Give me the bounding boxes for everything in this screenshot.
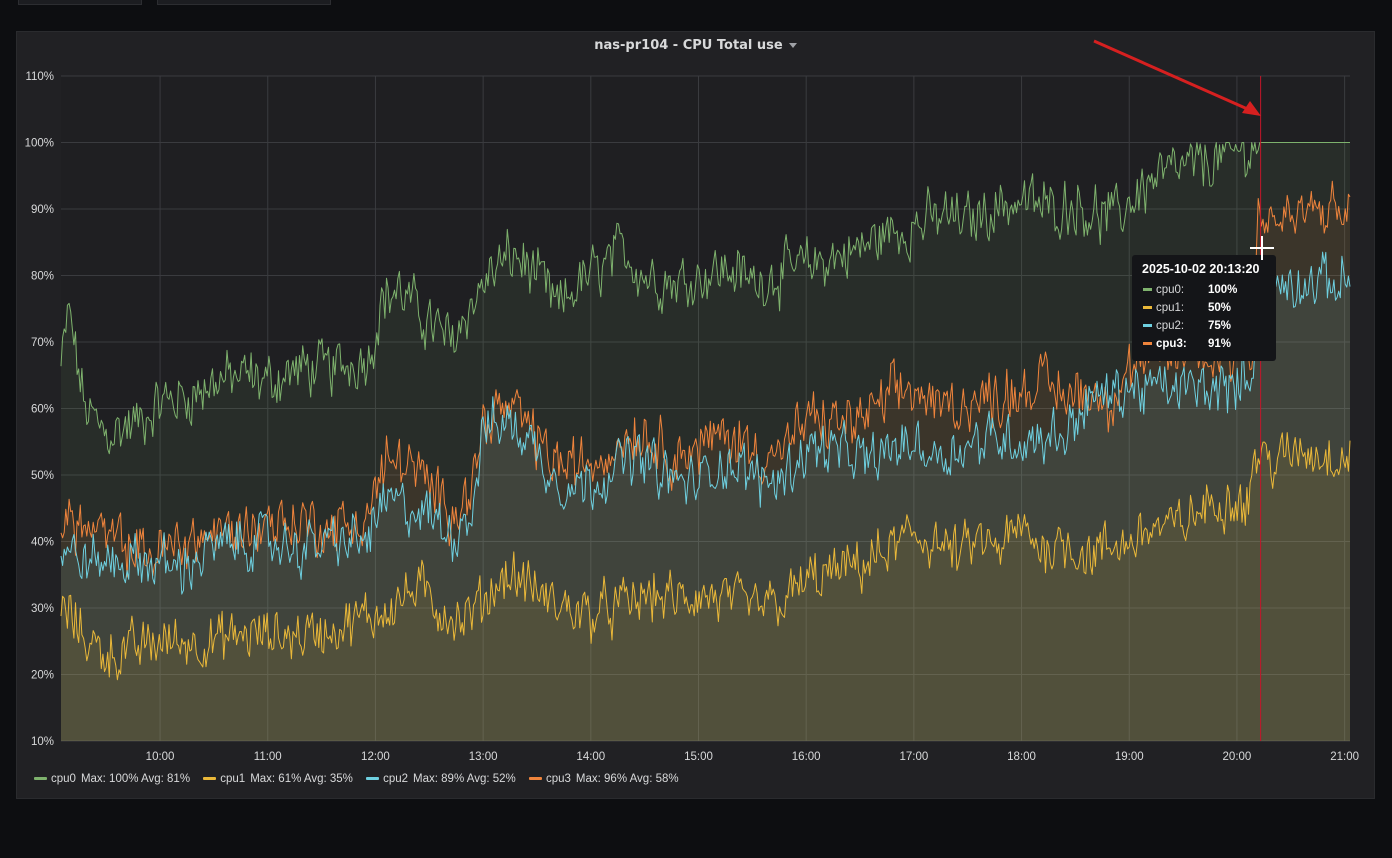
x-tick-label: 14:00 (576, 751, 605, 763)
y-tick-label: 110% (25, 71, 54, 83)
series-line-cpu3[interactable] (60, 180, 1351, 578)
x-tick-label: 11:00 (254, 751, 282, 763)
top-toolbar-remnant (0, 0, 1392, 6)
series-area-cpu0 (61, 142, 1350, 741)
series-line-cpu0[interactable] (60, 142, 1350, 455)
series-area-cpu2 (61, 252, 1350, 741)
y-tick-label: 100% (25, 138, 54, 150)
toolbar-stub-right[interactable] (157, 0, 331, 5)
legend-item-cpu2[interactable]: cpu2 Max: 89% Avg: 52% (366, 773, 516, 785)
legend-item-cpu0[interactable]: cpu0 Max: 100% Avg: 81% (34, 773, 190, 785)
tooltip-row-cpu0: cpu0: 100% (1142, 281, 1266, 299)
tooltip-value: 50% (1208, 302, 1232, 314)
tooltip-row-cpu3: cpu3: 91% (1142, 335, 1266, 353)
x-tick-label: 17:00 (899, 751, 928, 763)
y-tick-label: 30% (31, 603, 54, 615)
series-line-cpu1[interactable] (60, 432, 1351, 681)
panel-title[interactable]: nas-pr104 - CPU Total use (594, 38, 783, 53)
legend-label[interactable]: cpu0 (51, 773, 76, 785)
legend-item-cpu1[interactable]: cpu1 Max: 61% Avg: 35% (203, 773, 353, 785)
tooltip-label: cpu0: (1156, 284, 1185, 296)
y-tick-label: 70% (31, 337, 54, 349)
x-tick-label: 16:00 (792, 751, 821, 763)
legend-label[interactable]: cpu2 (383, 773, 409, 785)
tooltip-swatch (1143, 306, 1152, 310)
legend-stats: Max: 100% Avg: 81% (80, 773, 191, 785)
tooltip-label: cpu2: (1156, 320, 1185, 332)
y-tick-label: 10% (31, 736, 54, 748)
legend-label[interactable]: cpu3 (545, 773, 571, 785)
legend-stats: Max: 89% Avg: 52% (413, 773, 516, 785)
x-tick-label: 19:00 (1115, 751, 1144, 763)
legend-swatch-cpu2 (366, 777, 380, 781)
x-tick-label: 20:00 (1223, 751, 1252, 763)
x-tick-label: 21:00 (1330, 751, 1359, 763)
legend-item-cpu3[interactable]: cpu3 Max: 96% Avg: 58% (528, 773, 679, 785)
series-area-cpu1 (61, 432, 1350, 741)
x-tick-label: 18:00 (1007, 751, 1036, 763)
series-line-cpu2[interactable] (60, 251, 1351, 595)
legend-swatch-cpu1 (203, 777, 217, 781)
x-tick-label: 12:00 (361, 751, 390, 763)
y-tick-label: 90% (31, 204, 54, 216)
y-tick-label: 50% (31, 470, 54, 482)
tooltip-label: cpu1: (1156, 302, 1185, 314)
caret-down-icon[interactable] (788, 43, 797, 48)
hover-tooltip: 2025-10-02 20:13:20 cpu0: 100% cpu1: 50% c… (1132, 255, 1276, 361)
tooltip-row-cpu2: cpu2: 75% (1142, 317, 1266, 335)
tooltip-swatch (1143, 288, 1152, 292)
legend-label[interactable]: cpu1 (220, 773, 246, 785)
legend-swatch-cpu3 (528, 777, 542, 781)
legend-stats: Max: 61% Avg: 35% (250, 773, 353, 785)
tooltip-value: 100% (1208, 284, 1238, 296)
x-tick-label: 15:00 (684, 751, 713, 763)
tooltip-swatch (1143, 342, 1152, 346)
toolbar-stub-left[interactable] (18, 0, 142, 5)
y-tick-label: 60% (31, 404, 54, 416)
x-tick-label: 13:00 (469, 751, 498, 763)
legend-swatch-cpu0 (34, 777, 47, 781)
legend-stats: Max: 96% Avg: 58% (575, 773, 679, 785)
tooltip-value: 75% (1208, 320, 1232, 332)
x-tick-label: 10:00 (146, 751, 175, 763)
y-tick-label: 80% (31, 271, 54, 283)
series-area-cpu3 (61, 181, 1350, 741)
tooltip-swatch (1143, 324, 1152, 328)
tooltip-value: 91% (1208, 338, 1232, 350)
y-tick-label: 20% (31, 670, 54, 682)
panel-title-menu[interactable]: nas-pr104 - CPU Total use (17, 38, 1374, 53)
tooltip-row-cpu1: cpu1: 50% (1142, 299, 1266, 317)
legend: cpu0 Max: 100% Avg: 81% cpu1 Max: 61% Avg:… (34, 773, 689, 789)
y-tick-label: 40% (31, 537, 54, 549)
tooltip-label: cpu3: (1156, 338, 1187, 350)
tooltip-time: 2025-10-02 20:13:20 (1142, 262, 1260, 276)
